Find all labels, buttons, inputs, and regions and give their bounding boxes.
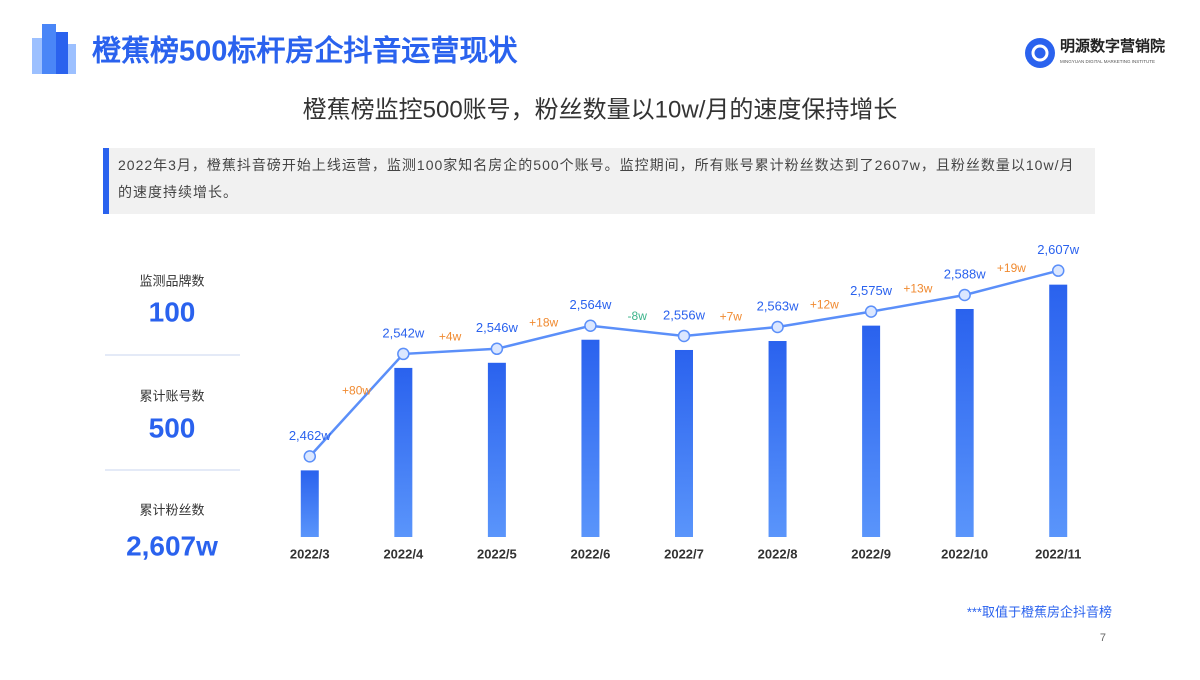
bar [768,341,787,537]
change-label: +4w [439,330,462,344]
x-tick-label: 2022/8 [758,546,798,561]
change-label: +13w [903,281,932,295]
bar [581,339,600,537]
point [1051,264,1065,277]
logo-icon [1025,38,1055,68]
x-tick-label: 2022/6 [571,546,611,561]
x-tick-label: 2022/11 [1035,546,1081,561]
page-number: 7 [1100,632,1106,644]
bar [1049,284,1068,537]
stat-label: 累计账号数 [139,388,204,403]
value-label: 2,462w [289,428,332,443]
point [864,305,878,318]
value-label: 2,607w [1037,242,1080,257]
change-label: +80w [342,383,371,397]
x-tick-label: 2022/10 [941,546,988,561]
bar [675,349,693,537]
x-tick-label: 2022/7 [664,546,704,561]
bar [862,325,881,537]
point [771,320,784,334]
point [584,319,597,332]
stat-value: 500 [149,412,196,443]
stat-label: 监测品牌数 [139,273,204,288]
point [677,329,691,343]
x-tick-label: 2022/4 [383,546,424,561]
logo-subtitle: MINGYUAN DIGITAL MARKETING INSTITUTE [1060,59,1155,64]
x-tick-label: 2022/3 [290,546,330,561]
stat-label: 累计粉丝数 [139,502,204,517]
value-label: 2,564w [569,297,612,312]
point [303,450,317,463]
value-label: 2,575w [850,283,893,298]
value-label: 2,588w [944,266,987,281]
point [958,288,971,302]
change-label: -8w [628,309,648,323]
value-label: 2,556w [663,307,706,322]
x-tick-label: 2022/9 [851,546,891,561]
bar [394,367,413,537]
bar [955,308,974,537]
page-title: 橙蕉榜500标杆房企抖音运营现状 [92,34,518,68]
x-tick-label: 2022/5 [477,546,517,561]
stat-value: 100 [149,296,196,327]
change-label: +18w [529,315,558,329]
value-label: 2,563w [757,298,800,313]
stat-value: 2,607w [126,530,218,561]
value-label: 2,546w [476,320,519,335]
point [490,342,504,356]
logo-icon-inner [1031,44,1049,62]
description-accent [103,148,109,214]
title-icon [32,24,76,74]
note: ***取值于橙蕉房企抖音榜 [967,604,1112,619]
chart-title: 橙蕉榜监控500账号，粉丝数量以10w/月的速度保持增长 [303,96,898,123]
logo-name: 明源数字营销院 [1060,37,1165,55]
description-box [103,148,1095,214]
description: 2022年3月，橙蕉抖音磅开始上线运营，监测100家知名房企的500个账号。监控… [118,157,1075,200]
change-label: +19w [997,261,1026,275]
change-label: +7w [720,310,743,324]
point [397,347,410,361]
bar [487,362,506,537]
description-wrap: 2022年3月，橙蕉抖音磅开始上线运营，监测100家知名房企的500个账号。监控… [118,157,1075,200]
value-label: 2,542w [382,325,425,340]
bar [300,470,319,537]
change-label: +12w [810,298,839,312]
